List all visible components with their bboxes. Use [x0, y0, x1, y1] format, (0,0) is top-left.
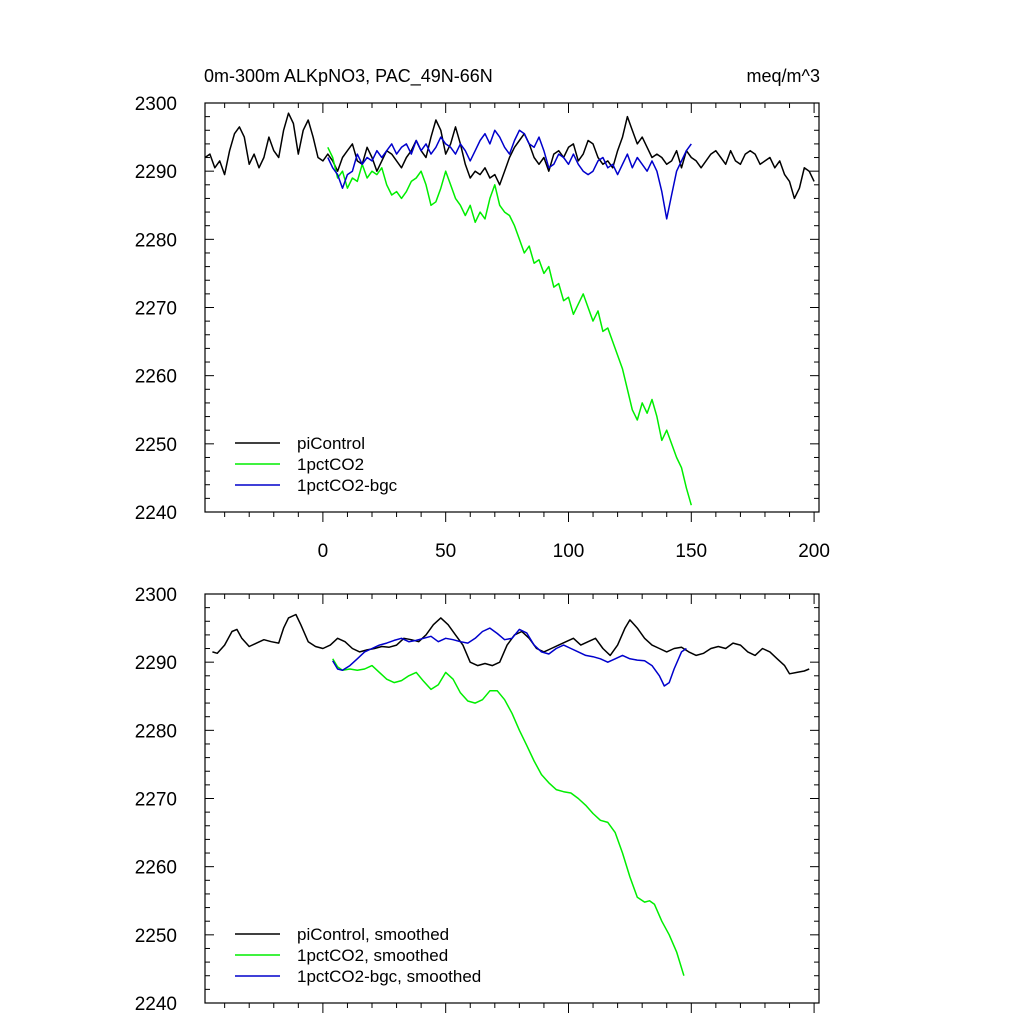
- y-tick-label: 2290: [135, 162, 177, 183]
- y-tick-label: 2240: [135, 994, 177, 1015]
- y-tick-label: 2280: [135, 721, 177, 742]
- y-tick-label: 2260: [135, 367, 177, 388]
- series-line-picontrol: [204, 112, 815, 200]
- series-line-1pctco2-smoothed: [332, 658, 685, 976]
- y-tick-label: 2270: [135, 299, 177, 320]
- y-tick-label: 2300: [135, 585, 177, 606]
- legend-label: piControl: [297, 434, 365, 453]
- x-tick-label: 50: [435, 541, 456, 562]
- axes: 2300 2290 2280 2270 2260 2250 2240: [135, 585, 819, 1015]
- x-tick-label: 100: [553, 541, 585, 562]
- series-line-1pctco2-bgc: [327, 129, 692, 220]
- legend-label: 1pctCO2: [297, 455, 364, 474]
- series-line-1pctco2-bgc-smoothed: [332, 627, 687, 687]
- legend: piControl, smoothed 1pctCO2, smoothed 1pct…: [235, 925, 481, 986]
- axes: 2300 2290 2280 2270 2260 2250 2240 0 50 100 150 200: [135, 94, 830, 562]
- legend-label: 1pctCO2-bgc: [297, 476, 398, 495]
- x-tick-label: 150: [675, 541, 707, 562]
- series-lines: [212, 613, 810, 976]
- y-tick-label: 2250: [135, 435, 177, 456]
- legend-label: 1pctCO2, smoothed: [297, 946, 448, 965]
- x-tick-label: 0: [318, 541, 329, 562]
- legend-label: piControl, smoothed: [297, 925, 449, 944]
- legend: piControl 1pctCO2 1pctCO2-bgc: [235, 434, 398, 495]
- plot-frame: [204, 102, 820, 513]
- y-tick-label: 2260: [135, 858, 177, 879]
- y-tick-label: 2250: [135, 926, 177, 947]
- legend-label: 1pctCO2-bgc, smoothed: [297, 967, 481, 986]
- y-tick-label: 2240: [135, 503, 177, 524]
- panel-bottom: 2300 2290 2280 2270 2260 2250 2240 piControl, …: [135, 585, 820, 1015]
- chart-title: 0m-300m ALKpNO3, PAC_49N-66N: [204, 66, 493, 87]
- y-tick-label: 2280: [135, 230, 177, 251]
- chart-units: meq/m^3: [747, 66, 820, 86]
- panel-top: 0m-300m ALKpNO3, PAC_49N-66N meq/m^3 230…: [135, 66, 830, 562]
- series-lines: [204, 112, 815, 506]
- y-tick-label: 2290: [135, 653, 177, 674]
- y-tick-label: 2270: [135, 790, 177, 811]
- series-line-picontrol-smoothed: [212, 613, 810, 675]
- x-tick-label: 200: [798, 541, 830, 562]
- y-tick-label: 2300: [135, 94, 177, 115]
- plot-frame: [204, 593, 820, 1004]
- series-line-1pctco2: [327, 146, 693, 506]
